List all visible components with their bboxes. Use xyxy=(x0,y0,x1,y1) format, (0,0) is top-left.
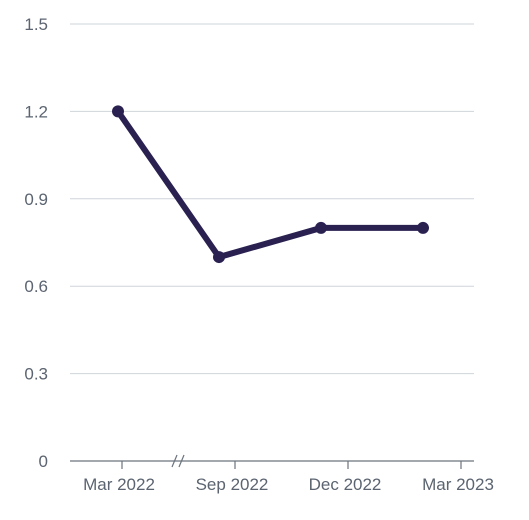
series-group xyxy=(112,105,429,264)
data-point[interactable] xyxy=(112,105,124,118)
y-tick-label: 0.9 xyxy=(24,190,48,209)
x-tick-label: Mar 2022 xyxy=(83,475,155,494)
y-tick-label: 0.6 xyxy=(24,277,48,296)
y-tick-label: 0 xyxy=(39,452,48,471)
y-tick-label: 1.2 xyxy=(24,102,48,121)
data-point[interactable] xyxy=(417,221,429,234)
data-point[interactable] xyxy=(315,221,327,234)
series-line xyxy=(115,108,426,261)
axis-break-mark xyxy=(178,454,185,468)
x-tick-label: Sep 2022 xyxy=(196,475,269,494)
x-axis-labels: Mar 2022 Sep 2022 Dec 2022 Mar 2023 xyxy=(83,475,494,494)
y-tick-label: 1.5 xyxy=(24,15,48,34)
gridlines xyxy=(70,23,474,375)
x-axis xyxy=(70,454,474,469)
axis-break-mark xyxy=(171,454,178,468)
x-tick-label: Mar 2023 xyxy=(422,475,494,494)
y-tick-label: 0.3 xyxy=(24,365,48,384)
data-point[interactable] xyxy=(213,251,225,264)
x-tick-label: Dec 2022 xyxy=(309,475,382,494)
y-axis-labels: 0 0.3 0.6 0.9 1.2 1.5 xyxy=(24,15,48,471)
